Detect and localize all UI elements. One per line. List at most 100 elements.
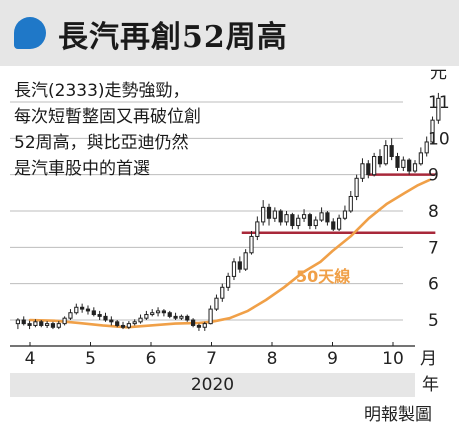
candle-body bbox=[325, 212, 330, 223]
description: 長汽(2333)走勢強勁， 每次短暫整固又再破位創 52周高，與比亞迪仍然 是汽… bbox=[14, 78, 250, 182]
month-label: 7 bbox=[206, 349, 217, 369]
y-unit-label: 元 bbox=[430, 66, 447, 83]
candle-body bbox=[436, 97, 441, 121]
month-label: 8 bbox=[267, 349, 278, 369]
year-unit: 年 bbox=[422, 375, 439, 395]
candle-body bbox=[226, 275, 231, 288]
candle bbox=[91, 307, 96, 317]
candle bbox=[383, 140, 388, 166]
candle bbox=[366, 160, 371, 179]
month-label: 4 bbox=[25, 349, 36, 369]
candle bbox=[336, 214, 342, 231]
candle-body bbox=[360, 163, 365, 179]
candle bbox=[21, 316, 26, 326]
candle bbox=[155, 307, 161, 317]
candle bbox=[395, 152, 400, 172]
candle bbox=[39, 320, 44, 328]
month-label: 9 bbox=[327, 349, 338, 369]
candle bbox=[249, 230, 254, 255]
candle bbox=[401, 156, 406, 172]
candle-body bbox=[132, 321, 137, 325]
candle-body bbox=[138, 317, 143, 323]
candle-body bbox=[150, 312, 155, 316]
candle-body bbox=[97, 314, 102, 317]
candle bbox=[120, 321, 126, 330]
candle-body bbox=[161, 310, 167, 314]
credit-label: 明報製圖 bbox=[364, 405, 432, 425]
candle-body bbox=[237, 261, 242, 270]
candle bbox=[436, 92, 441, 124]
candle-body bbox=[21, 319, 26, 325]
candle-body bbox=[331, 221, 336, 230]
candle-body bbox=[155, 310, 161, 314]
candle bbox=[103, 312, 108, 322]
candle-body bbox=[296, 217, 301, 227]
candle bbox=[407, 158, 412, 175]
ma-layer bbox=[28, 178, 431, 329]
candle-body bbox=[15, 319, 21, 325]
candle-body bbox=[85, 308, 91, 312]
candle-body bbox=[377, 156, 383, 165]
candle bbox=[109, 316, 114, 326]
candle bbox=[196, 323, 202, 331]
candle bbox=[220, 283, 225, 302]
candle bbox=[208, 305, 213, 325]
candle bbox=[301, 209, 307, 222]
y-tick-label: 6 bbox=[428, 275, 439, 295]
candle bbox=[284, 211, 289, 226]
candle-body bbox=[202, 323, 207, 328]
candle-body bbox=[109, 319, 114, 323]
candle-body bbox=[33, 321, 38, 326]
candle bbox=[68, 309, 73, 320]
candle bbox=[161, 309, 167, 317]
candle-body bbox=[272, 210, 277, 219]
candle-body bbox=[389, 145, 394, 157]
candle bbox=[261, 200, 266, 226]
y-tick-label: 8 bbox=[428, 202, 439, 222]
candle bbox=[138, 314, 143, 324]
x-unit-label: 月 bbox=[420, 349, 437, 369]
description-line: 52周高，與比亞迪仍然 bbox=[14, 133, 189, 153]
candle-body bbox=[74, 306, 79, 314]
candle-body bbox=[220, 286, 225, 299]
description-line: 是汽車股中的首選 bbox=[14, 159, 150, 179]
candle-body bbox=[56, 323, 61, 328]
candle bbox=[319, 207, 324, 222]
candle-body bbox=[80, 306, 85, 310]
candle bbox=[296, 214, 301, 230]
candle bbox=[278, 209, 283, 226]
candles bbox=[15, 92, 441, 331]
candle bbox=[372, 152, 377, 177]
candle bbox=[132, 319, 137, 326]
candle-body bbox=[190, 319, 196, 326]
candle-body bbox=[418, 152, 423, 165]
candle bbox=[348, 191, 353, 213]
candle bbox=[62, 316, 67, 326]
candle-body bbox=[185, 315, 190, 321]
candle-body bbox=[255, 221, 260, 237]
candle bbox=[255, 216, 260, 241]
candle bbox=[144, 310, 149, 320]
candle-body bbox=[424, 141, 429, 154]
y-tick-label: 7 bbox=[428, 238, 439, 258]
candle bbox=[44, 321, 50, 328]
candle-body bbox=[342, 210, 348, 219]
candle-body bbox=[103, 315, 108, 321]
chart-title: 長汽再創52周高 bbox=[58, 20, 288, 55]
candle-body bbox=[208, 308, 213, 325]
candle bbox=[173, 312, 178, 320]
candle bbox=[214, 294, 219, 311]
candle bbox=[307, 212, 313, 230]
candle bbox=[360, 158, 365, 182]
candle bbox=[331, 218, 336, 231]
candle bbox=[325, 211, 330, 226]
grid-lines bbox=[10, 101, 403, 321]
candle-body bbox=[115, 321, 120, 326]
candle-body bbox=[173, 315, 178, 319]
candle-body bbox=[301, 214, 307, 219]
candle bbox=[179, 314, 184, 320]
candle bbox=[272, 207, 277, 222]
candle-body bbox=[395, 156, 400, 168]
speech-bubble-icon bbox=[14, 17, 46, 49]
candle bbox=[290, 212, 295, 230]
